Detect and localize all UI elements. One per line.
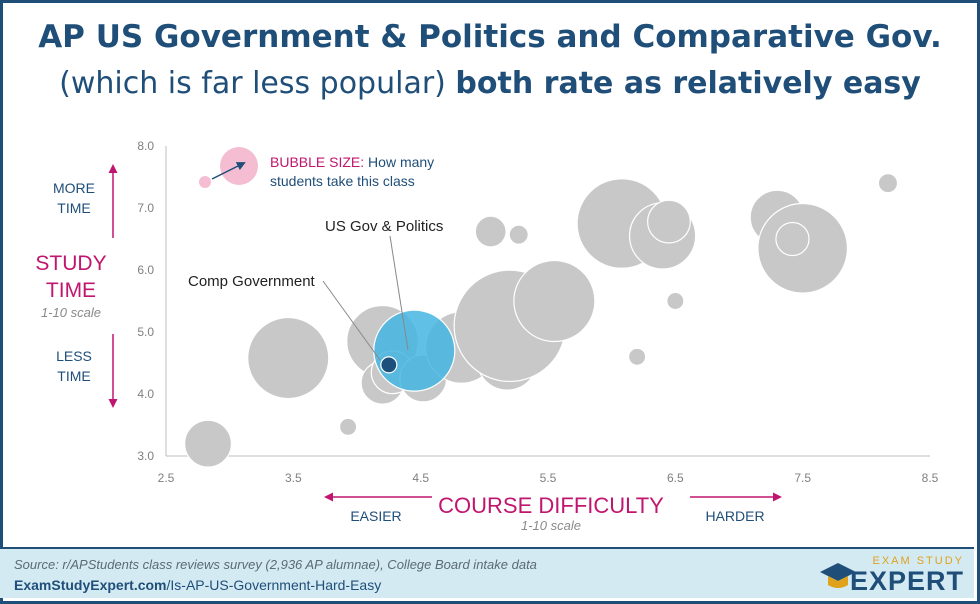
x-tick-label: 4.5 <box>412 471 429 485</box>
y-tick-label: 8.0 <box>137 139 154 153</box>
bubble <box>513 259 596 343</box>
bubble <box>666 291 685 311</box>
bubble <box>338 417 358 436</box>
y-tick-label: 6.0 <box>137 263 154 277</box>
title-line2-normal: (which is far less popular) <box>59 66 456 101</box>
x-axis-title: COURSE DIFFICULTY <box>438 493 664 518</box>
bubble <box>474 215 507 248</box>
chart-title-line2: (which is far less popular) both rate as… <box>3 66 977 101</box>
brand-logo: EXAM STUDY EXPERT <box>814 553 964 597</box>
footer: Source: r/APStudents class reviews surve… <box>0 547 974 598</box>
bubble <box>184 419 233 468</box>
source-url[interactable]: ExamStudyExpert.com/Is-AP-US-Government-… <box>14 577 381 593</box>
legend-arrow <box>211 162 246 180</box>
comp-gov-annotation-label: Comp Government <box>188 273 316 290</box>
harder-label: HARDER <box>705 508 764 524</box>
bubble <box>247 316 330 400</box>
us-gov-leader-line <box>389 235 409 351</box>
y-axis-title-line1: STUDY <box>35 252 106 275</box>
less-time-line1: LESS <box>56 348 92 364</box>
graduation-cap-icon <box>820 563 856 588</box>
less-time-line2: TIME <box>57 368 90 384</box>
bubble <box>647 199 691 244</box>
chart-title-line1: AP US Government & Politics and Comparat… <box>38 19 942 55</box>
bubble-legend-text1: How many <box>364 154 434 170</box>
x-tick-label: 8.5 <box>922 471 939 485</box>
source-url-path: /Is-AP-US-Government-Hard-Easy <box>166 577 382 593</box>
source-url-domain: ExamStudyExpert.com <box>14 577 167 593</box>
bubble <box>877 173 899 194</box>
y-tick-labels: 3.0 4.0 5.0 6.0 7.0 8.0 <box>137 139 154 463</box>
x-axis-scale-note: 1-10 scale <box>521 518 581 533</box>
bubble-comp-gov <box>380 356 398 374</box>
more-time-line2: TIME <box>57 200 90 216</box>
bubble-legend-text2: students take this class <box>270 173 415 189</box>
x-tick-label: 7.5 <box>794 471 811 485</box>
bubble <box>508 224 529 245</box>
bubble <box>627 347 647 366</box>
x-tick-label: 6.5 <box>667 471 684 485</box>
y-axis-scale-note: 1-10 scale <box>41 305 101 320</box>
title-line2-bold: both rate as relatively easy <box>455 66 921 101</box>
y-tick-label: 5.0 <box>137 325 154 339</box>
logo-top-text: EXAM STUDY <box>872 555 964 567</box>
x-tick-label: 3.5 <box>285 471 302 485</box>
us-gov-annotation-label: US Gov & Politics <box>325 218 443 235</box>
more-time-line1: MORE <box>53 180 95 196</box>
y-tick-label: 4.0 <box>137 387 154 401</box>
y-tick-label: 7.0 <box>137 201 154 215</box>
x-tick-label: 2.5 <box>158 471 175 485</box>
legend-small-bubble <box>199 176 211 188</box>
comp-gov-leader-line <box>322 280 381 361</box>
bubble-layer <box>184 173 899 468</box>
bubble <box>775 221 810 257</box>
bubble-legend-label: BUBBLE SIZE: <box>270 154 364 170</box>
easier-label: EASIER <box>350 508 401 524</box>
x-tick-label: 5.5 <box>540 471 557 485</box>
source-note: Source: r/APStudents class reviews surve… <box>14 557 537 572</box>
y-tick-label: 3.0 <box>137 449 154 463</box>
bubble-legend-text: BUBBLE SIZE: How many <box>270 154 434 170</box>
y-axis-title-line2: TIME <box>46 279 96 302</box>
x-tick-labels: 2.5 3.5 4.5 5.5 6.5 7.5 8.5 <box>158 471 939 485</box>
logo-main-text: EXPERT <box>849 566 964 596</box>
bubble-us-gov <box>373 309 456 392</box>
